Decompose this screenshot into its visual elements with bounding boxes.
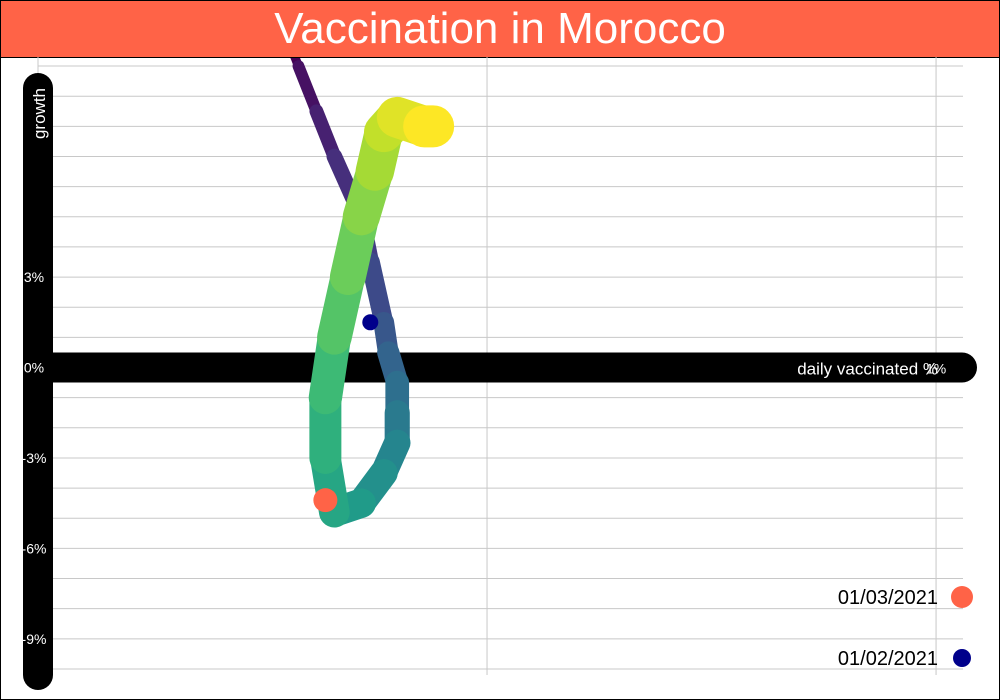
legend-marker (951, 586, 973, 608)
y-tick-label: -9% (22, 631, 47, 647)
y-tick-label: 3% (24, 269, 44, 285)
x-tick-label: 1% (926, 361, 946, 377)
axes (23, 73, 977, 690)
date-marker (313, 488, 338, 513)
legend-marker (953, 649, 971, 667)
date-marker (362, 314, 379, 331)
legend: 01/03/2021 01/02/2021 (838, 586, 973, 670)
legend-label: 01/02/2021 (838, 648, 938, 670)
y-tick-label: -3% (22, 450, 47, 466)
title-bar: Vaccination in Morocco (1, 1, 999, 58)
series-layer (290, 58, 455, 528)
legend-label: 01/03/2021 (838, 587, 938, 609)
series-segment (309, 104, 342, 164)
y-tick-label: -6% (22, 540, 47, 556)
series-segment (292, 60, 323, 118)
chart-title: Vaccination in Morocco (274, 4, 726, 53)
series-segment (290, 58, 303, 71)
grid (37, 57, 963, 675)
y-axis-label: growth (30, 88, 49, 139)
tick-labels: 3% 0% -3% -6% -9% 1%daily vaccinated % growth (22, 88, 947, 647)
y-tick-label: 0% (24, 360, 44, 376)
x-axis-label: daily vaccinated % (797, 360, 938, 379)
